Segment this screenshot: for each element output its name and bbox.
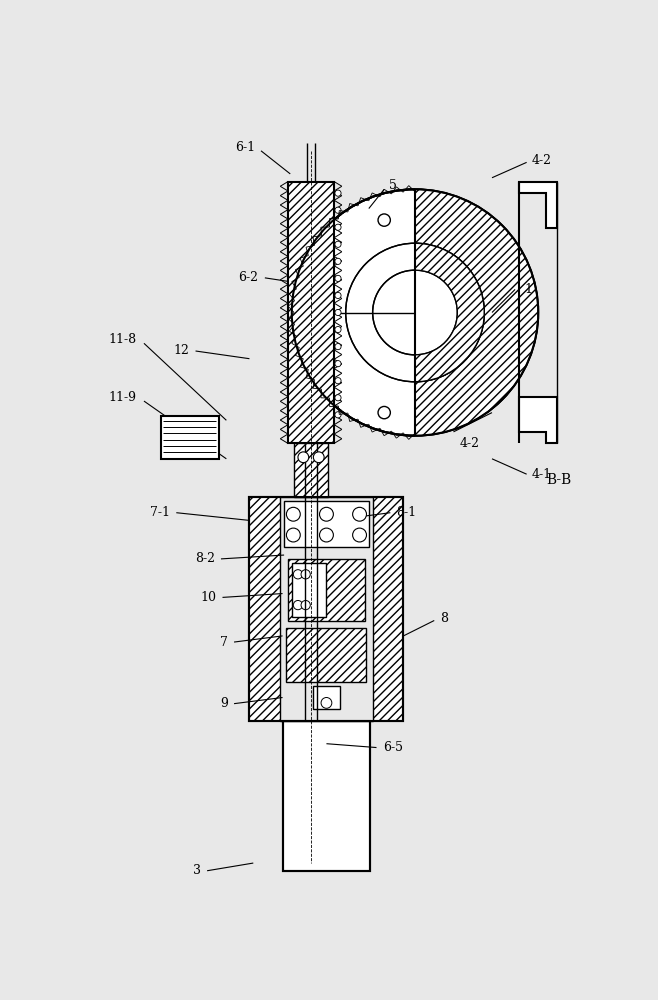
Polygon shape — [519, 397, 557, 443]
Circle shape — [335, 258, 341, 264]
Circle shape — [335, 275, 341, 281]
Text: 8: 8 — [440, 612, 447, 625]
Text: 6-2: 6-2 — [238, 271, 258, 284]
Circle shape — [335, 326, 341, 333]
Circle shape — [286, 528, 300, 542]
Circle shape — [378, 406, 390, 419]
Text: 12: 12 — [174, 344, 190, 358]
Text: 9: 9 — [220, 697, 228, 710]
Circle shape — [335, 190, 341, 196]
Bar — [313, 686, 340, 709]
Text: 4-2: 4-2 — [460, 437, 480, 450]
Bar — [286, 628, 367, 682]
Circle shape — [372, 270, 457, 355]
Circle shape — [345, 243, 484, 382]
Bar — [284, 501, 368, 547]
Polygon shape — [161, 416, 218, 459]
Circle shape — [335, 361, 341, 367]
Circle shape — [298, 452, 309, 463]
Circle shape — [321, 698, 332, 708]
Text: 3: 3 — [193, 864, 201, 877]
Text: 7: 7 — [220, 636, 228, 649]
Text: 4-2: 4-2 — [532, 154, 552, 167]
Text: 4-1: 4-1 — [532, 468, 552, 481]
Circle shape — [378, 214, 390, 226]
Circle shape — [301, 570, 311, 579]
Circle shape — [286, 507, 300, 521]
Bar — [288, 559, 365, 620]
Text: 5: 5 — [389, 179, 397, 192]
Circle shape — [353, 507, 367, 521]
Circle shape — [335, 344, 341, 350]
Circle shape — [293, 570, 303, 579]
Circle shape — [335, 224, 341, 230]
Text: 11-9: 11-9 — [109, 391, 136, 404]
Bar — [291, 563, 326, 617]
Circle shape — [335, 241, 341, 247]
Polygon shape — [288, 182, 334, 443]
Circle shape — [335, 412, 341, 418]
Circle shape — [293, 600, 303, 610]
Text: 10: 10 — [200, 591, 216, 604]
Circle shape — [335, 207, 341, 213]
Circle shape — [335, 395, 341, 401]
Circle shape — [291, 189, 538, 436]
Circle shape — [335, 309, 341, 316]
Circle shape — [313, 452, 324, 463]
Polygon shape — [280, 497, 372, 721]
Circle shape — [353, 528, 367, 542]
Circle shape — [301, 600, 311, 610]
Text: 1: 1 — [524, 283, 532, 296]
Text: 8-1: 8-1 — [397, 506, 417, 519]
Text: 11-8: 11-8 — [108, 333, 136, 346]
Text: 6-5: 6-5 — [383, 741, 403, 754]
Polygon shape — [294, 443, 328, 497]
Circle shape — [320, 528, 334, 542]
Text: 6-1: 6-1 — [235, 141, 255, 154]
Polygon shape — [415, 189, 538, 436]
Polygon shape — [282, 721, 370, 871]
Text: 8-2: 8-2 — [195, 552, 215, 565]
Circle shape — [335, 378, 341, 384]
Circle shape — [335, 292, 341, 299]
Polygon shape — [519, 182, 557, 228]
Text: 7-1: 7-1 — [150, 506, 170, 519]
Polygon shape — [415, 243, 484, 382]
Circle shape — [320, 507, 334, 521]
Polygon shape — [249, 497, 403, 721]
Text: B-B: B-B — [546, 473, 571, 487]
